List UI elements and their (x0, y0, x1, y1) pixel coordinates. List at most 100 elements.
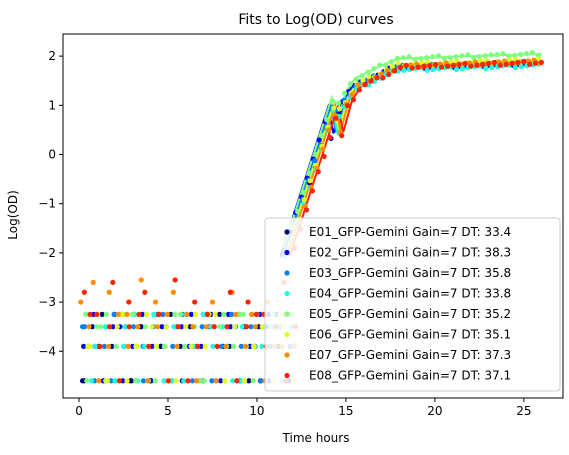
data-point (359, 72, 365, 79)
data-point (107, 324, 113, 330)
data-point (185, 378, 191, 384)
data-point (129, 311, 135, 317)
data-point (527, 61, 533, 67)
data-point (216, 311, 223, 317)
data-point (415, 64, 421, 70)
data-point (251, 343, 257, 349)
data-point (149, 324, 155, 330)
data-point (245, 299, 251, 305)
data-point (248, 324, 254, 330)
x-tick-label: 10 (249, 404, 264, 418)
data-point (140, 378, 147, 384)
legend-label-4: E04_GFP-Gemini Gain=7 DT: 33.8 (309, 287, 511, 301)
data-point (151, 311, 157, 317)
data-point (424, 55, 430, 61)
data-point (303, 207, 310, 213)
data-point (244, 324, 250, 330)
data-point (441, 55, 447, 62)
data-point (153, 343, 160, 349)
data-point (301, 197, 307, 203)
data-point (412, 56, 418, 63)
data-point (188, 343, 194, 349)
data-point (120, 343, 127, 349)
data-point (331, 105, 337, 111)
data-point (171, 324, 177, 330)
data-point (126, 324, 132, 330)
data-point (134, 343, 140, 349)
data-point (453, 54, 459, 60)
data-point (81, 289, 87, 295)
data-point (518, 63, 524, 70)
data-point (211, 324, 217, 330)
data-point (184, 311, 190, 317)
data-point (521, 58, 527, 65)
data-point (113, 343, 119, 349)
x-tick-label: 5 (164, 404, 172, 418)
data-point (512, 64, 518, 71)
data-point (447, 54, 453, 61)
data-point (391, 68, 398, 74)
data-point (307, 178, 313, 184)
data-point (500, 51, 506, 57)
data-point (161, 378, 167, 384)
data-point (152, 299, 159, 305)
data-point (238, 378, 244, 384)
legend-marker-3 (284, 270, 290, 276)
data-point (234, 378, 240, 384)
data-point (394, 55, 400, 61)
data-point (465, 52, 471, 58)
data-point (321, 153, 327, 159)
x-tick-label: 20 (427, 404, 442, 418)
data-point (377, 62, 383, 68)
data-point (170, 289, 176, 295)
data-point (312, 151, 318, 158)
legend-box (264, 217, 561, 392)
data-point (233, 311, 239, 317)
data-point (532, 60, 539, 66)
x-tick-label: 15 (338, 404, 353, 418)
data-point (192, 311, 199, 317)
data-point (312, 158, 318, 164)
data-point (218, 378, 224, 384)
data-point (246, 378, 252, 384)
data-point (488, 52, 494, 58)
data-point (462, 60, 468, 67)
data-point (124, 378, 130, 384)
data-point (300, 189, 306, 196)
plot-area (78, 50, 544, 384)
data-point (110, 279, 116, 286)
data-point (242, 343, 249, 349)
data-point (79, 378, 86, 384)
data-point (177, 311, 184, 317)
data-point (259, 324, 265, 330)
data-point (227, 289, 233, 295)
data-point (97, 324, 103, 330)
y-tick-label: −2 (38, 246, 56, 260)
data-point (165, 378, 171, 384)
data-point (144, 311, 150, 317)
data-point (529, 50, 535, 56)
data-point (309, 188, 315, 194)
data-point (104, 378, 111, 384)
data-point (444, 63, 451, 69)
data-point (249, 311, 255, 317)
data-point (365, 69, 371, 75)
data-point (122, 324, 128, 330)
data-point (239, 324, 245, 330)
data-point (106, 289, 112, 295)
data-point (202, 343, 208, 349)
data-point (491, 59, 498, 66)
legend-label-6: E06_GFP-Gemini Gain=7 DT: 35.1 (309, 328, 511, 342)
data-point (115, 311, 121, 317)
legend-label-7: E07_GFP-Gemini Gain=7 DT: 37.3 (309, 348, 511, 362)
data-point (471, 54, 477, 61)
data-point (175, 324, 181, 330)
data-point (418, 55, 424, 62)
data-point (489, 64, 495, 71)
data-point (128, 378, 135, 384)
legend-marker-4 (284, 290, 290, 297)
data-point (172, 277, 178, 283)
data-point (250, 378, 256, 384)
data-point (103, 311, 110, 317)
